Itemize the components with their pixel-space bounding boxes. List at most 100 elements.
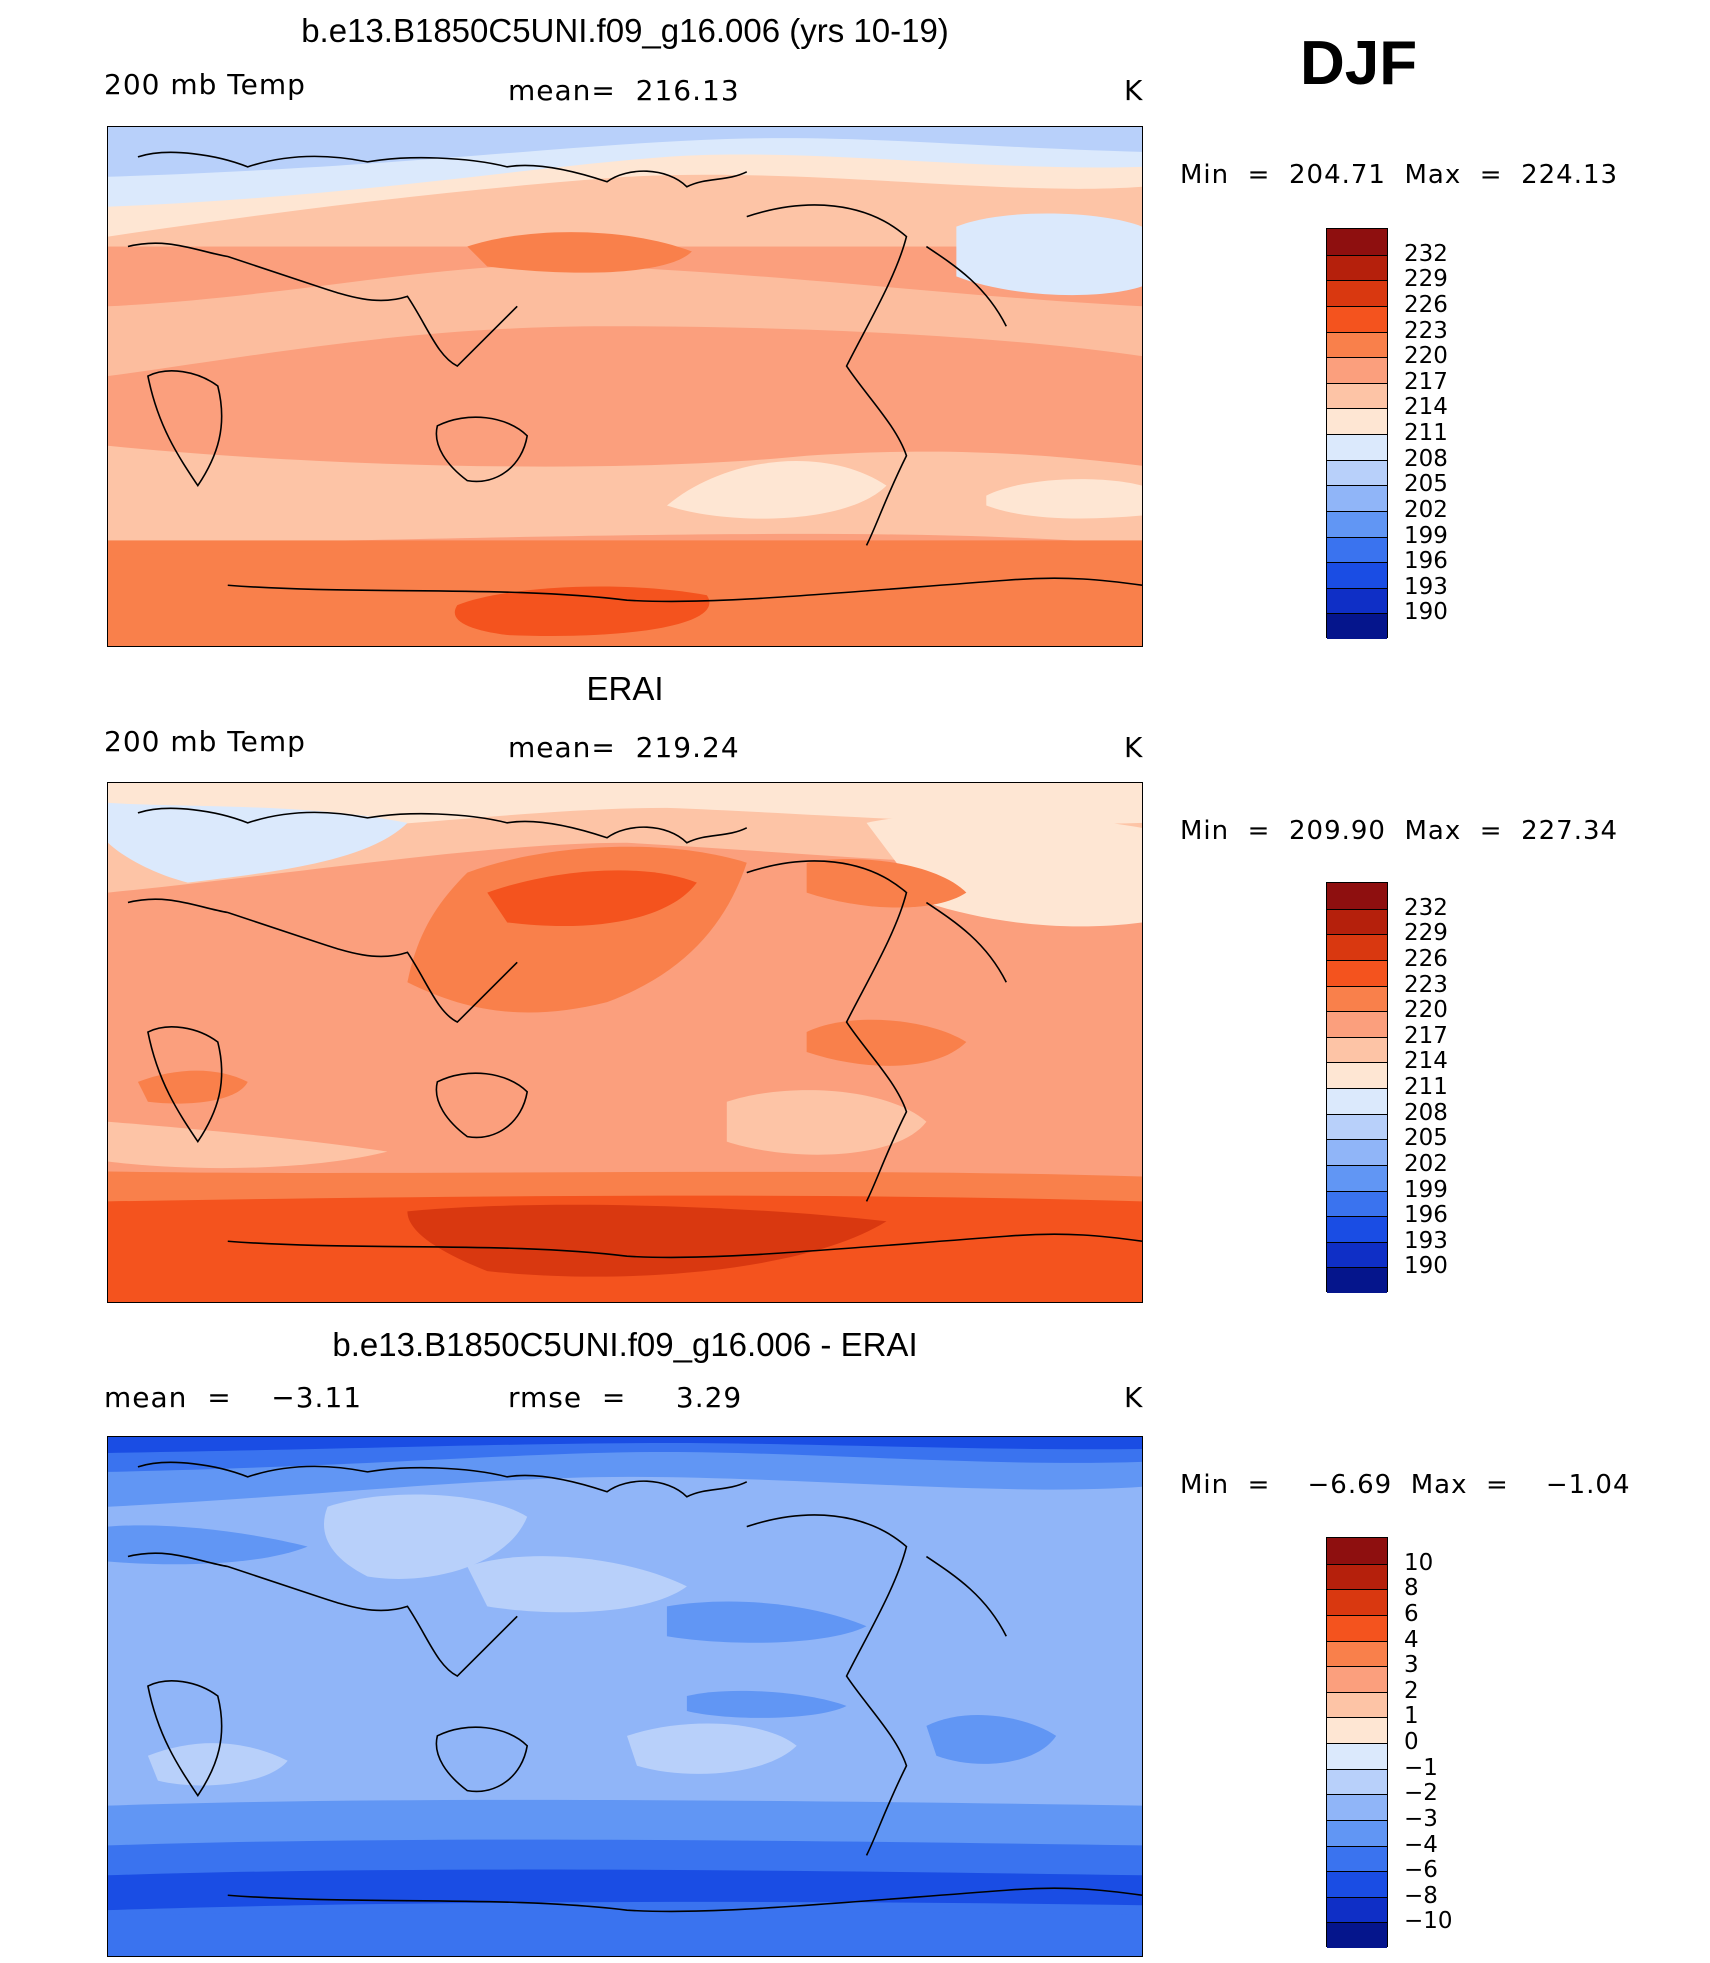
colorbar-segment [1327, 1871, 1387, 1897]
colorbar-tick-label: 220 [1404, 997, 1448, 1024]
panel-1-colorbar-box [1326, 228, 1388, 639]
colorbar-segment [1327, 229, 1387, 255]
colorbar-tick-label: 220 [1404, 343, 1448, 370]
colorbar-segment [1327, 280, 1387, 306]
colorbar-segment [1327, 985, 1387, 1012]
colorbar-segment [1327, 1538, 1387, 1564]
colorbar-segment [1327, 1563, 1387, 1590]
colorbar-tick-label: −8 [1404, 1882, 1438, 1909]
colorbar-tick-label: 208 [1404, 1099, 1448, 1126]
colorbar-segment [1327, 1190, 1387, 1217]
colorbar-tick-label: 223 [1404, 971, 1448, 998]
panel-3-units: K [1124, 1381, 1143, 1414]
colorbar-tick-label: 196 [1404, 1202, 1448, 1229]
panel-1-units: K [1124, 74, 1143, 107]
colorbar-segment [1327, 1717, 1387, 1743]
colorbar-segment [1327, 1845, 1387, 1872]
colorbar-segment [1327, 1922, 1387, 1948]
colorbar-segment [1327, 305, 1387, 332]
panel-2-colorbar-box [1326, 882, 1388, 1293]
colorbar-segment [1327, 883, 1387, 909]
colorbar-segment [1327, 357, 1387, 383]
colorbar-segment [1327, 1666, 1387, 1692]
colorbar-tick-label: 1 [1404, 1703, 1419, 1730]
colorbar-tick-label: 226 [1404, 291, 1448, 318]
colorbar-tick-label: −4 [1404, 1831, 1438, 1858]
colorbar-segment [1327, 510, 1387, 537]
colorbar-tick-label: 214 [1404, 394, 1448, 421]
panel-1-map [107, 126, 1143, 647]
colorbar-segment [1327, 1113, 1387, 1140]
colorbar-segment [1327, 1640, 1387, 1667]
colorbar-segment [1327, 1164, 1387, 1191]
panel-3-colorbar-box [1326, 1537, 1388, 1948]
colorbar-tick-label: 190 [1404, 1253, 1448, 1280]
colorbar-tick-label: 4 [1404, 1626, 1419, 1653]
colorbar-segment [1327, 459, 1387, 486]
colorbar-segment [1327, 408, 1387, 434]
colorbar-segment [1327, 331, 1387, 358]
panel-3-rmse-label: rmse = 3.29 [508, 1381, 743, 1414]
colorbar-segment [1327, 1062, 1387, 1088]
panel-2-title: ERAI [586, 670, 664, 707]
panel-3-title: b.e13.B1850C5UNI.f09_g16.006 - ERAI [332, 1326, 918, 1363]
colorbar-segment [1327, 434, 1387, 460]
colorbar-segment [1327, 1768, 1387, 1795]
colorbar-segment [1327, 254, 1387, 281]
colorbar-tick-label: −1 [1404, 1754, 1438, 1781]
colorbar-segment [1327, 613, 1387, 639]
colorbar-tick-label: 229 [1404, 920, 1448, 947]
colorbar-tick-label: 223 [1404, 317, 1448, 344]
panel-2-variable-label: 200 mb Temp [104, 725, 306, 758]
colorbar-tick-label: 211 [1404, 1074, 1448, 1100]
colorbar-tick-label: 10 [1404, 1549, 1434, 1576]
colorbar-tick-label: −6 [1404, 1857, 1438, 1884]
colorbar-tick-label: 208 [1404, 445, 1448, 472]
colorbar-tick-label: 217 [1404, 368, 1448, 395]
colorbar-segment [1327, 1139, 1387, 1165]
colorbar-segment [1327, 1011, 1387, 1037]
panel-2-minmax: Min = 209.90 Max = 227.34 [1180, 816, 1619, 846]
colorbar-tick-label: 2 [1404, 1677, 1419, 1704]
colorbar-segment [1327, 587, 1387, 614]
colorbar-segment [1327, 1743, 1387, 1769]
colorbar-segment [1327, 1216, 1387, 1242]
panel-1-minmax: Min = 204.71 Max = 224.13 [1180, 160, 1619, 190]
colorbar-tick-label: 202 [1404, 496, 1448, 523]
colorbar-tick-label: 0 [1404, 1729, 1419, 1755]
colorbar-tick-label: 196 [1404, 548, 1448, 575]
panel-2-units: K [1124, 731, 1143, 764]
panel-3-mean-label: mean = −3.11 [104, 1381, 363, 1414]
colorbar-segment [1327, 536, 1387, 563]
panel-1-mean-label: mean= 216.13 [508, 74, 740, 107]
colorbar-tick-label: 229 [1404, 266, 1448, 293]
colorbar-tick-label: 193 [1404, 573, 1448, 600]
colorbar-tick-label: 199 [1404, 1176, 1448, 1203]
colorbar-segment [1327, 562, 1387, 588]
colorbar-segment [1327, 934, 1387, 960]
colorbar-segment [1327, 1589, 1387, 1615]
colorbar-tick-label: 6 [1404, 1600, 1419, 1627]
colorbar-tick-label: 199 [1404, 522, 1448, 549]
colorbar-segment [1327, 1691, 1387, 1718]
panel-1-title: b.e13.B1850C5UNI.f09_g16.006 (yrs 10-19) [301, 12, 949, 49]
colorbar-tick-label: 3 [1404, 1652, 1419, 1679]
panel-3-minmax: Min = −6.69 Max = −1.04 [1180, 1470, 1631, 1500]
colorbar-tick-label: 214 [1404, 1048, 1448, 1075]
colorbar-tick-label: 232 [1404, 894, 1448, 921]
season-label: DJF [1300, 29, 1418, 98]
colorbar-tick-label: 217 [1404, 1022, 1448, 1049]
panel-2-map [107, 782, 1143, 1303]
colorbar-tick-label: 202 [1404, 1150, 1448, 1177]
colorbar-segment [1327, 908, 1387, 935]
colorbar-tick-label: −10 [1404, 1908, 1453, 1935]
colorbar-segment [1327, 1088, 1387, 1114]
colorbar-segment [1327, 1036, 1387, 1063]
colorbar-tick-label: 8 [1404, 1575, 1419, 1602]
colorbar-segment [1327, 485, 1387, 511]
colorbar-tick-label: 232 [1404, 240, 1448, 267]
colorbar-segment [1327, 1614, 1387, 1641]
panel-1-variable-label: 200 mb Temp [104, 68, 306, 101]
colorbar-segment [1327, 1819, 1387, 1846]
colorbar-segment [1327, 1267, 1387, 1293]
